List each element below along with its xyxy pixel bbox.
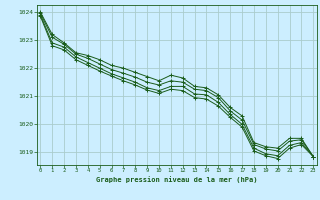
X-axis label: Graphe pression niveau de la mer (hPa): Graphe pression niveau de la mer (hPa) [96,176,258,183]
